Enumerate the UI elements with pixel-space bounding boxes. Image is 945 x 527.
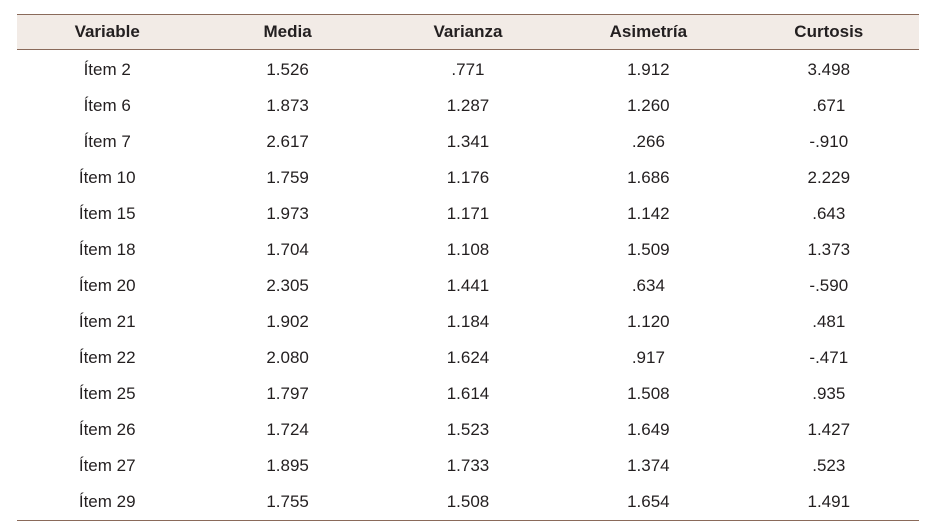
table-row: Ítem 7 2.617 1.341 .266 -.910 xyxy=(17,124,919,160)
row-label: Ítem 15 xyxy=(78,204,136,223)
cell: 1.427 xyxy=(807,420,851,439)
cell: 1.142 xyxy=(627,204,670,223)
cell: .643 xyxy=(812,204,846,223)
cell: 1.287 xyxy=(446,96,490,115)
data-table: Variable Media Varianza Asimetría Curtosis Í… xyxy=(17,14,919,521)
table-container: Variable Media Varianza Asimetría Curtosis Í… xyxy=(17,14,919,521)
table-row: Ítem 2 1.526 .771 1.912 3.498 xyxy=(17,50,919,89)
row-label: Ítem 27 xyxy=(78,456,136,475)
cell: 1.260 xyxy=(627,96,670,115)
row-label: Ítem 6 xyxy=(83,96,131,115)
cell: 1.341 xyxy=(446,132,490,151)
cell: 1.508 xyxy=(377,484,559,521)
cell: 1.176 xyxy=(446,168,490,187)
column-header: Asimetría xyxy=(558,14,739,50)
cell: 1.973 xyxy=(266,204,309,223)
table-row: Ítem 20 2.305 1.441 .634 -.590 xyxy=(17,268,919,304)
row-label: Ítem 7 xyxy=(83,132,131,151)
cell: .266 xyxy=(631,132,665,151)
table-row: Ítem 27 1.895 1.733 1.374 .523 xyxy=(17,448,919,484)
cell: .935 xyxy=(812,384,846,403)
cell: -.910 xyxy=(809,132,849,151)
cell: 2.229 xyxy=(807,168,851,187)
column-header: Variable xyxy=(17,14,198,50)
row-label: Ítem 21 xyxy=(78,312,136,331)
header-row: Variable Media Varianza Asimetría Curtosis xyxy=(17,14,919,50)
cell: .917 xyxy=(631,348,665,367)
cell: 1.686 xyxy=(627,168,670,187)
cell: 2.305 xyxy=(266,276,309,295)
cell: -.590 xyxy=(809,276,849,295)
cell: 1.912 xyxy=(627,60,670,79)
cell: .523 xyxy=(812,456,846,475)
table-body: Ítem 2 1.526 .771 1.912 3.498 Ítem 6 1.873 1.28… xyxy=(17,50,919,521)
cell: 1.526 xyxy=(266,60,309,79)
cell: 1.759 xyxy=(266,168,309,187)
row-label: Ítem 2 xyxy=(83,60,131,79)
row-label: Ítem 18 xyxy=(78,240,136,259)
table-row: Ítem 18 1.704 1.108 1.509 1.373 xyxy=(17,232,919,268)
row-label: Ítem 29 xyxy=(17,484,198,521)
column-header: Media xyxy=(197,14,378,50)
column-header: Varianza xyxy=(377,14,559,50)
cell: .481 xyxy=(812,312,846,331)
cell: 2.617 xyxy=(266,132,309,151)
cell: 1.491 xyxy=(738,484,919,521)
cell: 1.649 xyxy=(627,420,670,439)
table-row: Ítem 10 1.759 1.176 1.686 2.229 xyxy=(17,160,919,196)
cell: .634 xyxy=(631,276,665,295)
cell: 1.704 xyxy=(266,240,309,259)
row-label: Ítem 22 xyxy=(78,348,136,367)
cell: 1.654 xyxy=(558,484,739,521)
cell: -.471 xyxy=(809,348,849,367)
cell: 1.523 xyxy=(446,420,490,439)
table-row: Ítem 6 1.873 1.287 1.260 .671 xyxy=(17,88,919,124)
column-header: Curtosis xyxy=(738,14,919,50)
table-row: Ítem 25 1.797 1.614 1.508 .935 xyxy=(17,376,919,412)
cell: 1.509 xyxy=(627,240,670,259)
cell: 1.755 xyxy=(197,484,378,521)
table-header: Variable Media Varianza Asimetría Curtosis xyxy=(17,14,919,50)
cell: 1.373 xyxy=(807,240,851,259)
cell: 1.895 xyxy=(266,456,309,475)
cell: 1.733 xyxy=(446,456,490,475)
cell: 1.873 xyxy=(266,96,309,115)
cell: 1.108 xyxy=(446,240,490,259)
cell: 1.902 xyxy=(266,312,309,331)
table-row: Ítem 26 1.724 1.523 1.649 1.427 xyxy=(17,412,919,448)
cell: 1.624 xyxy=(446,348,490,367)
table-row: Ítem 22 2.080 1.624 .917 -.471 xyxy=(17,340,919,376)
cell: .671 xyxy=(812,96,846,115)
cell: 1.797 xyxy=(266,384,309,403)
row-label: Ítem 20 xyxy=(78,276,136,295)
row-label: Ítem 25 xyxy=(78,384,136,403)
cell: 1.374 xyxy=(627,456,670,475)
cell: 1.614 xyxy=(446,384,490,403)
table-row: Ítem 29 1.755 1.508 1.654 1.491 xyxy=(17,484,919,521)
cell: 1.441 xyxy=(446,276,490,295)
row-label: Ítem 26 xyxy=(78,420,136,439)
cell: 1.184 xyxy=(446,312,490,331)
table-row: Ítem 15 1.973 1.171 1.142 .643 xyxy=(17,196,919,232)
cell: 3.498 xyxy=(807,60,851,79)
cell: 1.724 xyxy=(266,420,309,439)
cell: .771 xyxy=(451,60,485,79)
cell: 1.508 xyxy=(627,384,670,403)
cell: 2.080 xyxy=(266,348,309,367)
row-label: Ítem 10 xyxy=(78,168,136,187)
cell: 1.120 xyxy=(627,312,670,331)
table-row: Ítem 21 1.902 1.184 1.120 .481 xyxy=(17,304,919,340)
cell: 1.171 xyxy=(446,204,490,223)
